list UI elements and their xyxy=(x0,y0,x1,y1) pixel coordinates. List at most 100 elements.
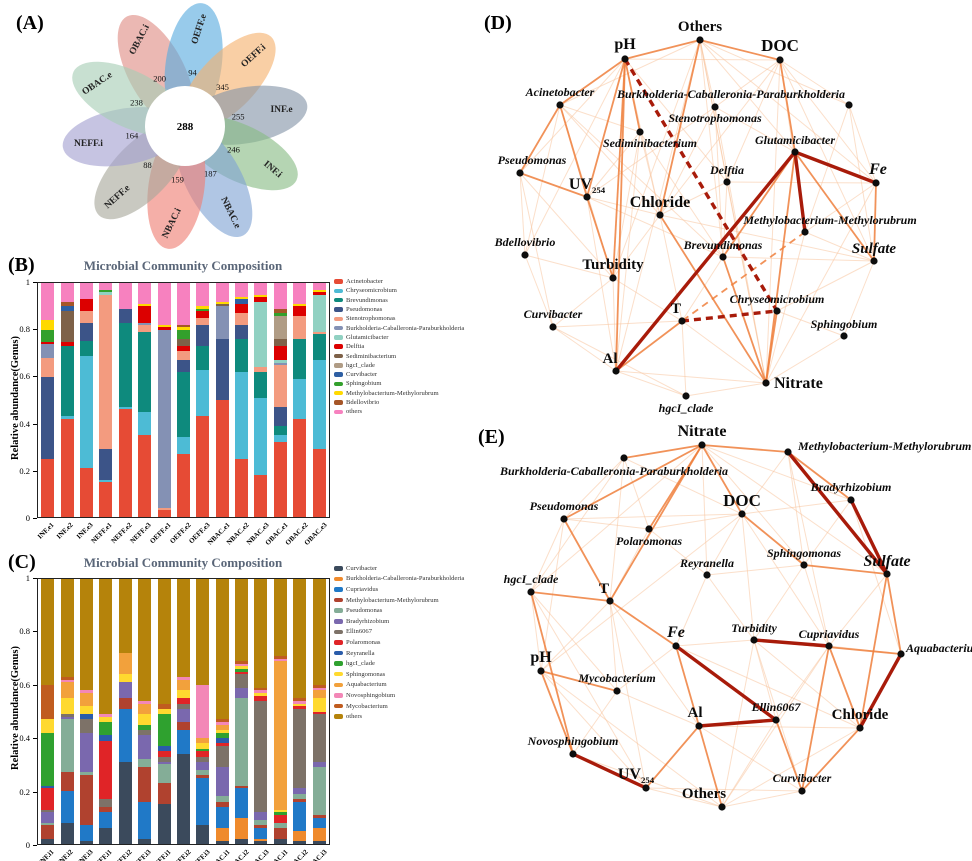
network-d: pH Others DOC Acinetobacter Stenotrophomonas… xyxy=(494,19,917,415)
network-node-label: Nitrate xyxy=(678,423,727,440)
flower-venn-diagram: 288200OBAC.i94OEFF.e345OEFF.i255INF.e246… xyxy=(62,3,308,249)
network-node xyxy=(776,56,784,64)
network-edge xyxy=(530,591,611,602)
network-edge xyxy=(698,718,777,728)
network-edge xyxy=(753,639,861,729)
network-node-label: Mycobacterium xyxy=(577,671,655,685)
network-edge xyxy=(648,528,708,576)
bar-segment xyxy=(293,306,307,316)
bar-segment xyxy=(118,579,132,654)
legend-swatch xyxy=(334,316,343,322)
network-node xyxy=(772,716,780,724)
bar-segment xyxy=(293,282,307,305)
network-edge xyxy=(779,59,850,106)
network-node-label: Brevundimonas xyxy=(683,238,763,252)
network-edge xyxy=(540,670,618,692)
network-edge xyxy=(519,172,588,198)
network-node xyxy=(711,103,719,111)
legend-label: others xyxy=(346,408,363,416)
network-edge xyxy=(559,39,701,106)
stacked-bar xyxy=(60,283,74,517)
network-edge xyxy=(615,370,687,397)
bar-segment xyxy=(60,698,74,715)
network-node-label: Others xyxy=(682,786,726,802)
network-edge xyxy=(803,499,852,566)
network-edge xyxy=(563,513,743,520)
network-node-label: UV254 xyxy=(569,176,606,195)
bar-segment xyxy=(79,467,93,517)
bar-segment xyxy=(41,329,55,342)
network-edge xyxy=(681,231,806,322)
network-node xyxy=(620,454,628,462)
network-edge xyxy=(615,370,767,384)
bar-segment xyxy=(196,825,210,844)
bar-segment xyxy=(254,690,268,693)
network-node xyxy=(698,441,706,449)
bar-segment xyxy=(196,751,210,757)
bar-segment xyxy=(99,812,113,829)
network-edge xyxy=(530,444,703,593)
bar-segment xyxy=(312,698,326,712)
bar-segment xyxy=(312,687,326,691)
network-edge xyxy=(624,39,701,60)
bar-segment xyxy=(60,311,74,342)
network-edge xyxy=(843,260,875,337)
bar-segment xyxy=(293,578,307,699)
bar-segment xyxy=(293,315,307,340)
bar-segment xyxy=(79,355,93,468)
y-axis-tick-label: 0.2 xyxy=(19,786,30,797)
bar-segment xyxy=(273,442,287,517)
network-node-label: Bradyrhizobium xyxy=(810,480,892,494)
bar-segment xyxy=(273,339,287,347)
bar-segment xyxy=(312,578,326,686)
bar-segment xyxy=(273,362,287,365)
bar-segment xyxy=(118,682,132,699)
network-node-label: pH xyxy=(530,649,552,666)
legend-swatch xyxy=(334,566,343,571)
network-edge xyxy=(552,277,614,328)
network-node-label: DOC xyxy=(761,36,799,55)
legend-swatch xyxy=(334,650,343,656)
bar-segment xyxy=(235,687,249,699)
bar-segment xyxy=(235,838,249,844)
legend-label: Aquabacterium xyxy=(346,681,387,689)
bar-segment xyxy=(99,479,113,482)
network-edge xyxy=(540,670,647,789)
network-edge xyxy=(519,172,554,328)
legend-swatch xyxy=(334,661,343,666)
network-node xyxy=(784,448,792,456)
network-edge xyxy=(609,600,700,727)
legend-label: Glutamicibacter xyxy=(346,333,389,341)
panel-label-e: (E) xyxy=(478,426,505,448)
network-edge xyxy=(675,645,861,729)
network-edge xyxy=(559,104,641,133)
bar-segment xyxy=(176,453,190,517)
bar-segment xyxy=(196,748,210,752)
network-node-label: Nitrate xyxy=(774,375,823,392)
bar-segment xyxy=(312,761,326,768)
network-node xyxy=(872,179,880,187)
bar-segment xyxy=(196,308,210,312)
bar-segment xyxy=(176,360,190,372)
bar-segment xyxy=(157,756,171,762)
legend-item: Chryseomicrobium xyxy=(334,286,464,295)
network-node-label: hgcI_clade xyxy=(504,572,559,586)
bar-segment xyxy=(60,822,74,844)
bar-segment xyxy=(138,735,152,760)
bar-segment xyxy=(312,690,326,699)
bar-segment xyxy=(138,579,152,701)
network-node xyxy=(696,36,704,44)
bar-segment xyxy=(235,339,249,372)
bar-segment xyxy=(176,703,190,709)
bar-segment xyxy=(118,322,132,408)
y-axis-tick-mark xyxy=(33,282,37,283)
legend-item: others xyxy=(334,711,464,722)
network-edge xyxy=(612,277,683,322)
network-edge xyxy=(701,444,852,501)
network-edge xyxy=(794,150,877,185)
network-edge xyxy=(726,181,877,184)
network-edge xyxy=(706,564,805,576)
network-edge xyxy=(741,513,755,641)
network-edge xyxy=(675,645,700,727)
network-edge xyxy=(721,790,803,808)
